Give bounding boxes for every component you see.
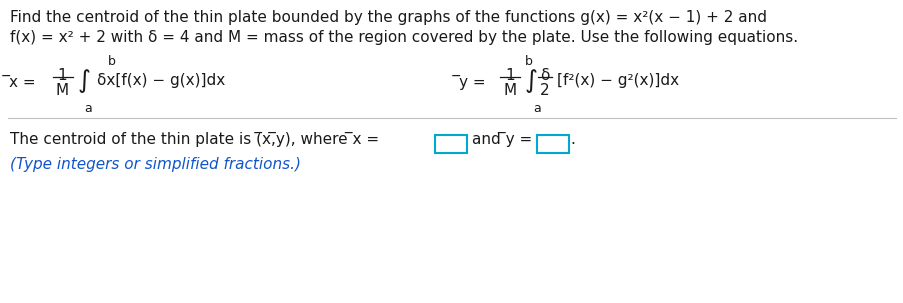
Text: a: a: [84, 102, 91, 115]
Text: ̅y =: ̅y =: [460, 75, 491, 90]
Text: Find the centroid of the thin plate bounded by the graphs of the functions g(x) : Find the centroid of the thin plate boun…: [10, 10, 766, 25]
Bar: [434, 135, 467, 153]
Text: M: M: [55, 83, 69, 98]
Text: M: M: [503, 83, 516, 98]
Text: (Type integers or simplified fractions.): (Type integers or simplified fractions.): [10, 157, 301, 172]
Text: δ: δ: [540, 68, 549, 83]
Text: a: a: [533, 102, 540, 115]
Text: and ̅y =: and ̅y =: [471, 132, 532, 147]
Text: 1: 1: [505, 68, 514, 83]
Bar: [536, 135, 568, 153]
Text: 1: 1: [57, 68, 67, 83]
Text: The centroid of the thin plate is (̅x,̅y), where ̅x =: The centroid of the thin plate is (̅x,̅y…: [10, 132, 378, 147]
Text: ∫: ∫: [78, 69, 91, 93]
Text: ∫: ∫: [525, 69, 537, 93]
Text: 2: 2: [540, 83, 549, 98]
Text: ̅x =: ̅x =: [10, 75, 42, 90]
Text: b: b: [107, 55, 116, 68]
Text: δx[f(x) − g(x)]dx: δx[f(x) − g(x)]dx: [97, 73, 225, 88]
Text: b: b: [525, 55, 532, 68]
Text: [f²(x) − g²(x)]dx: [f²(x) − g²(x)]dx: [556, 73, 678, 88]
Text: f(x) = x² + 2 with δ = 4 and M = mass of the region covered by the plate. Use th: f(x) = x² + 2 with δ = 4 and M = mass of…: [10, 30, 797, 45]
Text: .: .: [570, 132, 574, 147]
